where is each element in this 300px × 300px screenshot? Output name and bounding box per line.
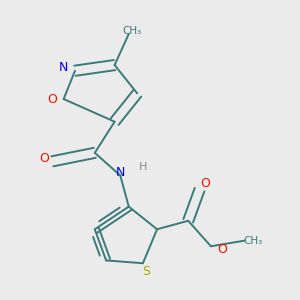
Text: N: N (59, 61, 68, 74)
Text: O: O (217, 243, 227, 256)
Text: CH₃: CH₃ (244, 236, 263, 246)
Text: O: O (200, 178, 210, 190)
Text: O: O (47, 92, 57, 106)
Text: S: S (142, 265, 150, 278)
Text: CH₃: CH₃ (122, 26, 141, 36)
Text: N: N (116, 166, 125, 179)
Text: O: O (39, 152, 49, 165)
Text: H: H (139, 162, 147, 172)
